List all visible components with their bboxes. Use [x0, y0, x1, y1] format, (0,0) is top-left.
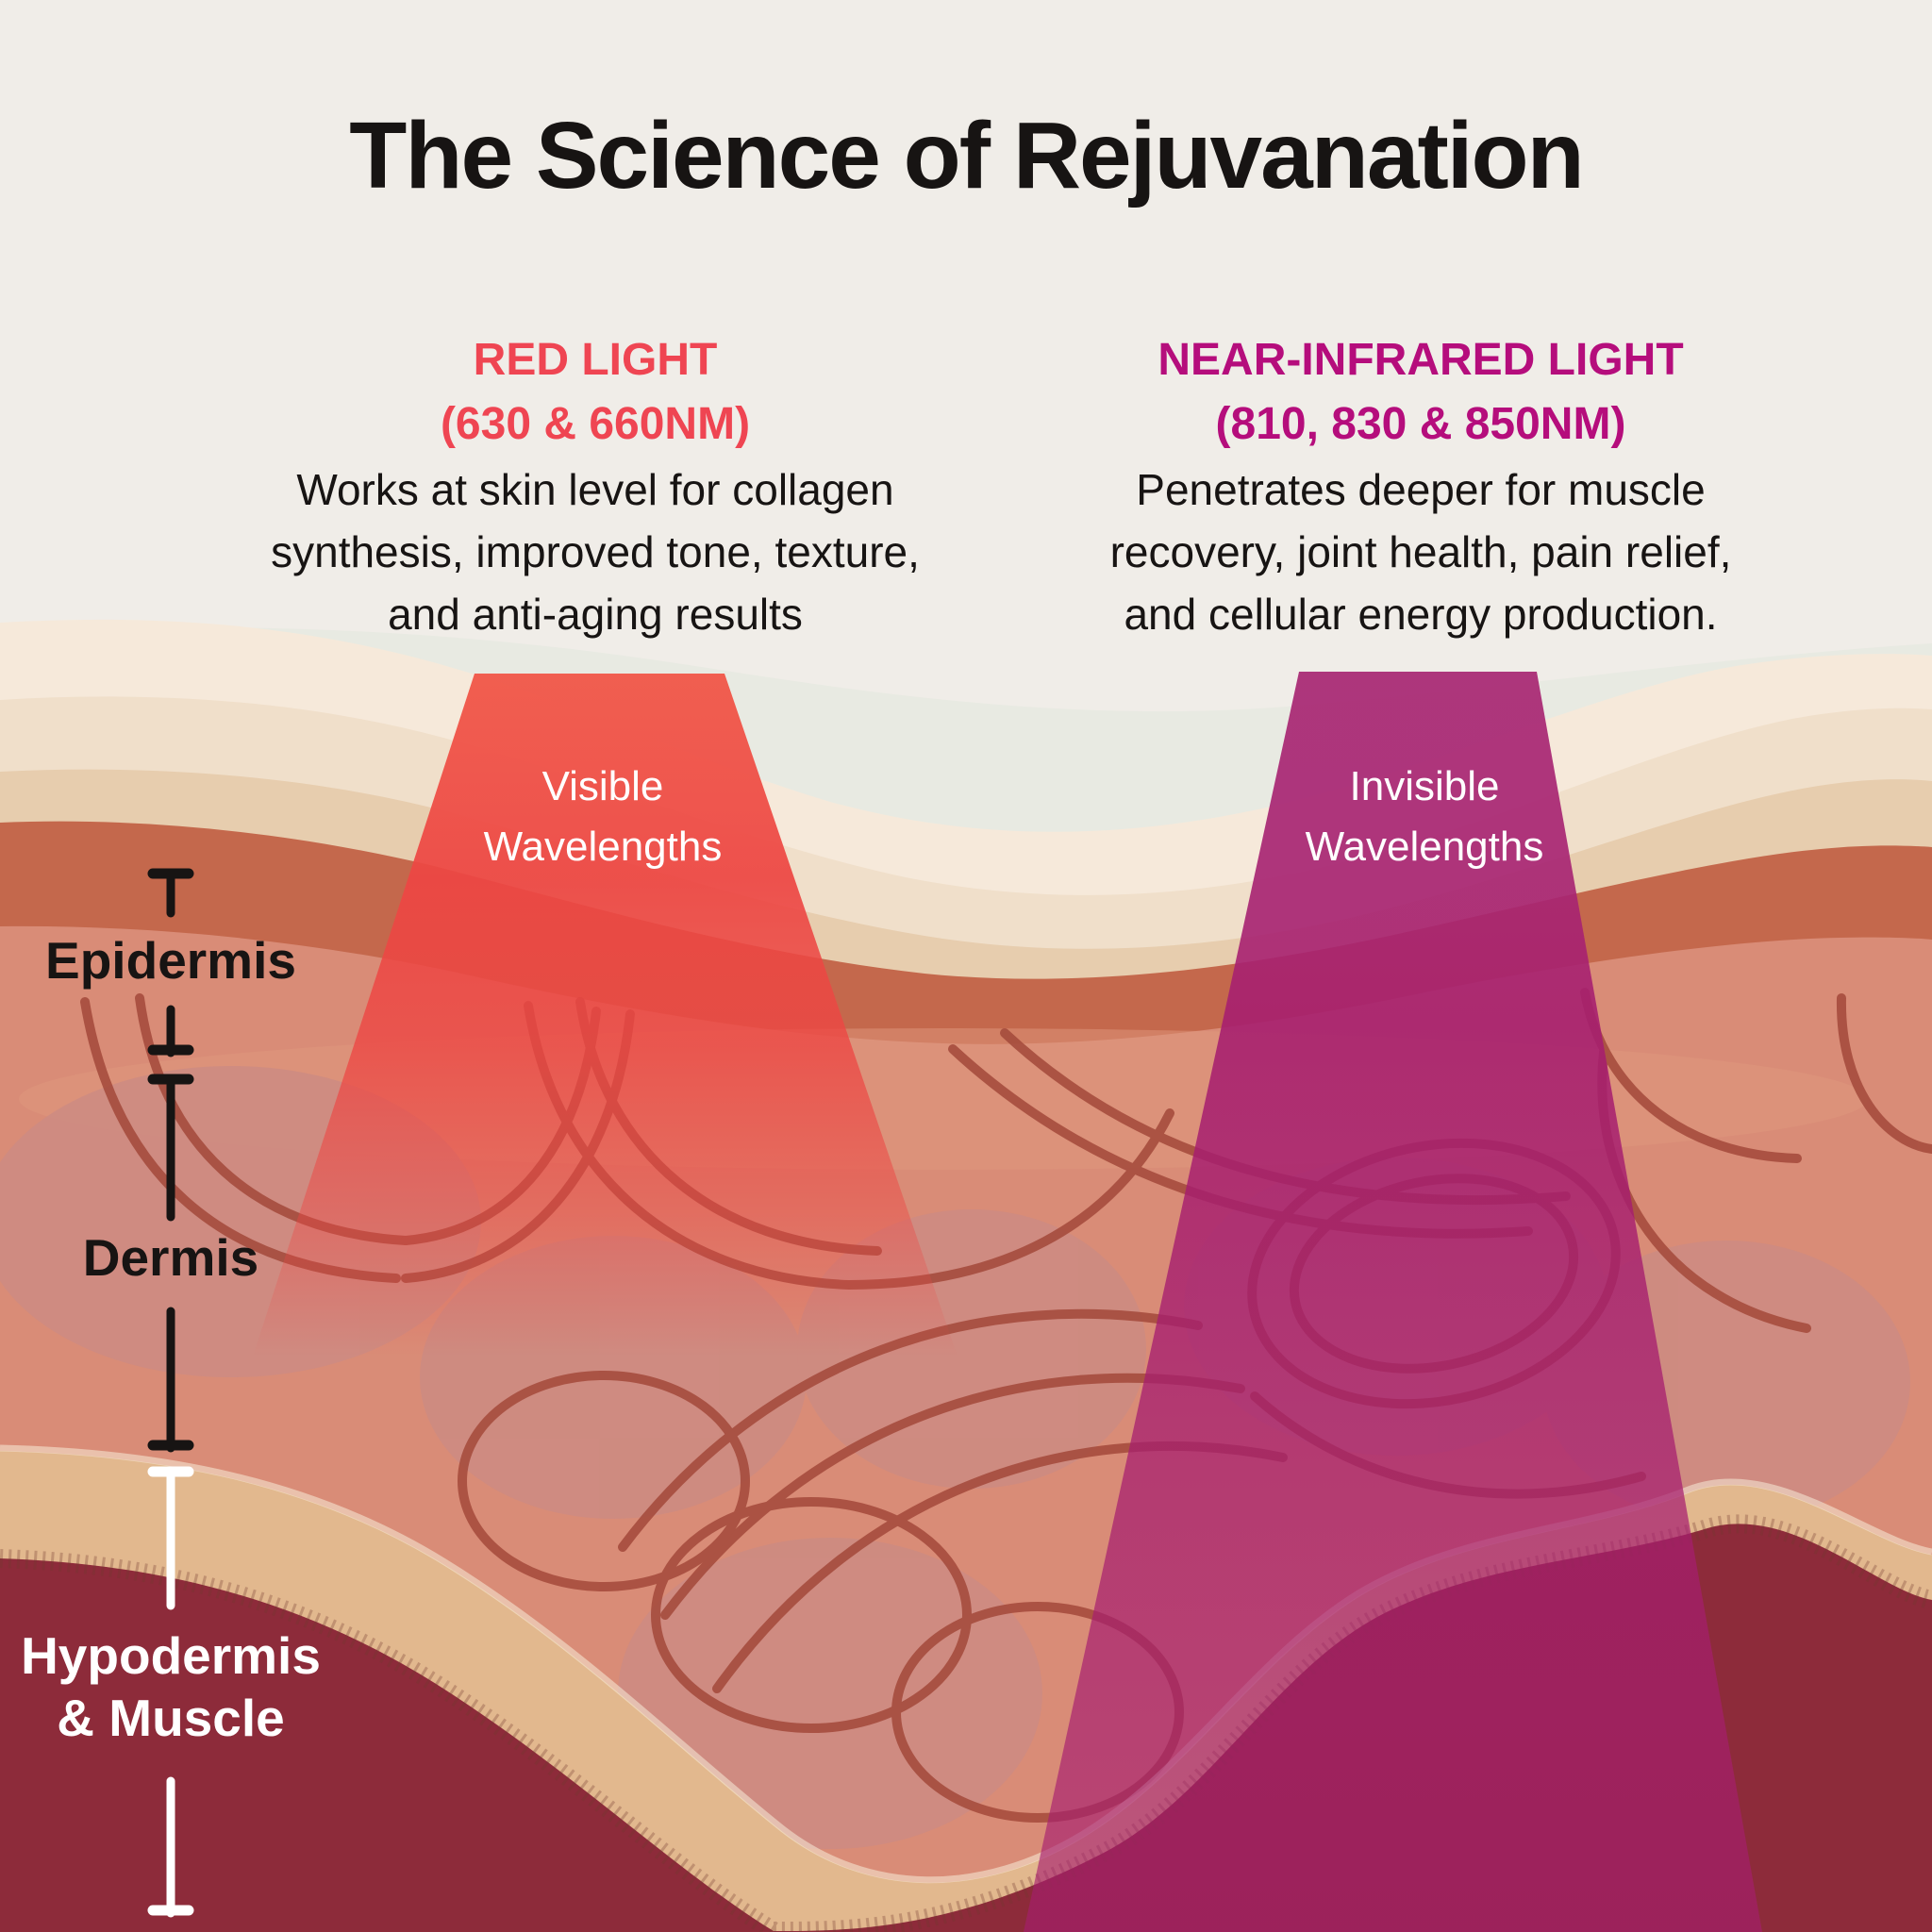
- red-beam-label-line2: Wavelengths: [483, 824, 723, 870]
- page-title: The Science of Rejuvanation: [349, 103, 1584, 208]
- hypodermis-muscle-label-line2: & Muscle: [57, 1689, 285, 1747]
- red-light-description-line3: and anti-aging results: [388, 590, 803, 639]
- nir-light-description-line2: recovery, joint health, pain relief,: [1109, 527, 1732, 576]
- dermis-pocket: [618, 1538, 1042, 1849]
- light-beams: [253, 672, 1762, 1932]
- red-light-description: Works at skin level for collagen synthes…: [218, 458, 973, 645]
- red-light-heading-line2: (630 & 660NM): [440, 399, 751, 449]
- dermis-label: Dermis: [82, 1228, 259, 1287]
- nir-light-description-line3: and cellular energy production.: [1124, 590, 1718, 639]
- epidermis-label: Epidermis: [45, 931, 296, 990]
- hypodermis-muscle-label: Hypodermis & Muscle: [0, 1624, 369, 1749]
- red-beam-label-line1: Visible: [541, 763, 664, 809]
- nir-light-description-line1: Penetrates deeper for muscle: [1136, 465, 1706, 514]
- nir-light-beam: [1024, 672, 1762, 1932]
- nir-light-heading-line1: NEAR-INFRARED LIGHT: [1158, 335, 1684, 385]
- depth-brackets: [147, 868, 194, 1918]
- red-light-description-line2: synthesis, improved tone, texture,: [271, 527, 920, 576]
- red-light-beam: [253, 674, 958, 1357]
- red-light-description-line1: Works at skin level for collagen: [296, 465, 894, 514]
- nir-light-heading: NEAR-INFRARED LIGHT (810, 830 & 850NM): [1043, 328, 1798, 457]
- hypodermis-muscle-label-line1: Hypodermis: [21, 1626, 321, 1685]
- fiber-coil: [651, 1497, 972, 1733]
- nir-beam-label: Invisible Wavelengths: [1217, 757, 1632, 877]
- nir-light-heading-line2: (810, 830 & 850NM): [1215, 399, 1626, 449]
- dermis-bracket: [147, 1074, 194, 1453]
- fiber-stroke: [1836, 993, 1932, 1154]
- fiber-coil: [458, 1371, 750, 1591]
- epidermis-bracket: [147, 868, 194, 1058]
- red-light-heading-line1: RED LIGHT: [473, 335, 718, 385]
- hypodermis-bracket: [147, 1466, 194, 1918]
- red-beam-label: Visible Wavelengths: [395, 757, 810, 877]
- nir-light-description: Penetrates deeper for muscle recovery, j…: [1043, 458, 1798, 645]
- nir-beam-label-line2: Wavelengths: [1305, 824, 1544, 870]
- nir-beam-label-line1: Invisible: [1349, 763, 1500, 809]
- red-light-heading: RED LIGHT (630 & 660NM): [218, 328, 973, 457]
